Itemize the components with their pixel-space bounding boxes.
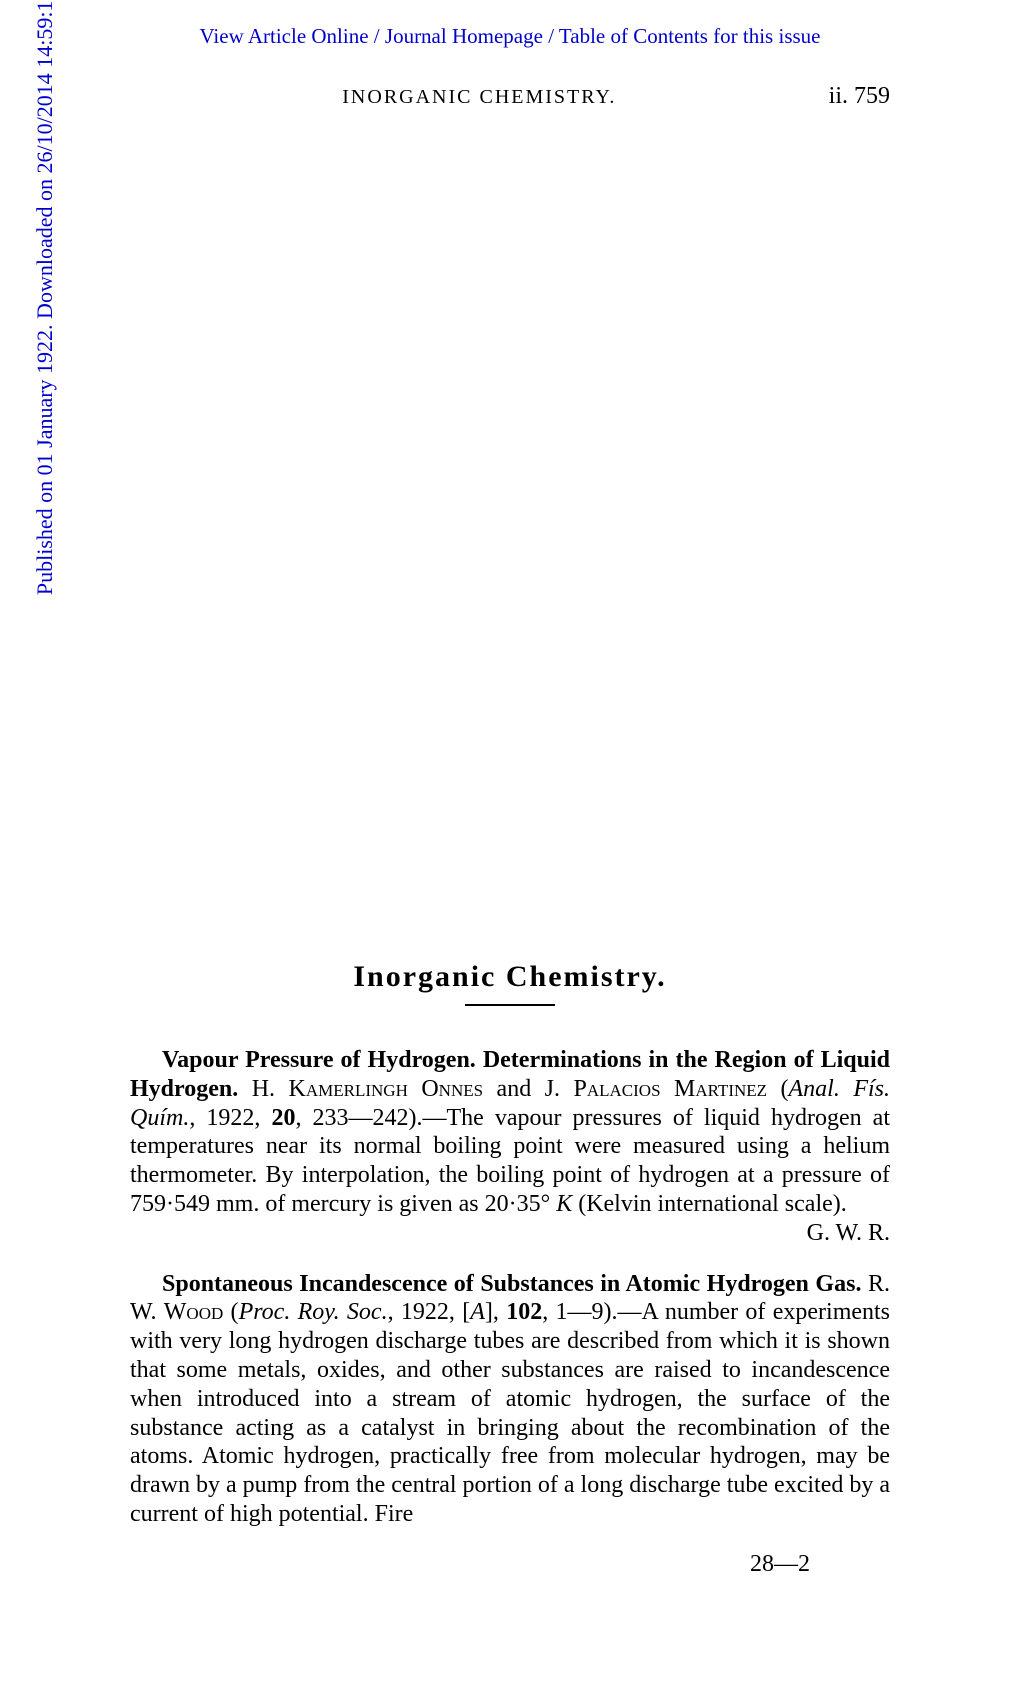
citation-year: , 1922, [ — [388, 1299, 471, 1325]
citation-open: ( — [767, 1076, 788, 1102]
citation-series: A — [470, 1299, 485, 1325]
abstract-body-italic: K — [556, 1191, 572, 1217]
citation-volume: 20 — [271, 1105, 295, 1131]
abstract-title: Spontaneous Incandescence of Substances … — [162, 1271, 861, 1297]
citation-open: ( — [223, 1299, 238, 1325]
citation-series-close: ], — [485, 1299, 506, 1325]
main-content: Inorganic Chemistry. Vapour Pressure of … — [130, 960, 890, 1578]
link-separator: / — [543, 24, 559, 48]
journal-homepage-link[interactable]: Journal Homepage — [385, 24, 543, 48]
link-separator: / — [369, 24, 385, 48]
citation-year: , 1922, — [189, 1105, 271, 1131]
section-title: Inorganic Chemistry. — [130, 960, 890, 994]
page-signature: 28—2 — [130, 1551, 890, 1578]
top-navigation-links: View Article Online / Journal Homepage /… — [0, 24, 1020, 49]
citation-pages: , 233—242).— — [295, 1105, 446, 1131]
view-article-link[interactable]: View Article Online — [200, 24, 369, 48]
abstract-body-end: (Kelvin international scale). — [572, 1191, 847, 1217]
running-header: INORGANIC CHEMISTRY. ii. 759 — [130, 83, 890, 110]
abstract-body: A number of experiments with very long h… — [130, 1299, 890, 1527]
abstract-entry-1: Vapour Pressure of Hydrogen. Determinati… — [130, 1046, 890, 1248]
abstract-entry-2: Spontaneous Incandescence of Substances … — [130, 1270, 890, 1529]
abstract-author: Wood — [164, 1299, 223, 1325]
abstract-authors-prefix: H. — [238, 1076, 288, 1102]
abstract-signer: G. W. R. — [807, 1219, 890, 1248]
section-divider — [465, 1004, 555, 1006]
citation-pages: , 1—9).— — [542, 1299, 641, 1325]
abstract-author: Kamerlingh Onnes — [289, 1076, 484, 1102]
page-number: ii. 759 — [829, 83, 890, 110]
publication-info-sidebar: Published on 01 January 1922. Downloaded… — [32, 0, 58, 700]
abstract-author: Palacios Martinez — [574, 1076, 768, 1102]
citation-volume: 102 — [506, 1299, 542, 1325]
citation-journal: Proc. Roy. Soc. — [239, 1299, 388, 1325]
running-header-title: INORGANIC CHEMISTRY. — [130, 86, 829, 109]
abstract-and: and J. — [483, 1076, 573, 1102]
toc-link[interactable]: Table of Contents for this issue — [559, 24, 821, 48]
